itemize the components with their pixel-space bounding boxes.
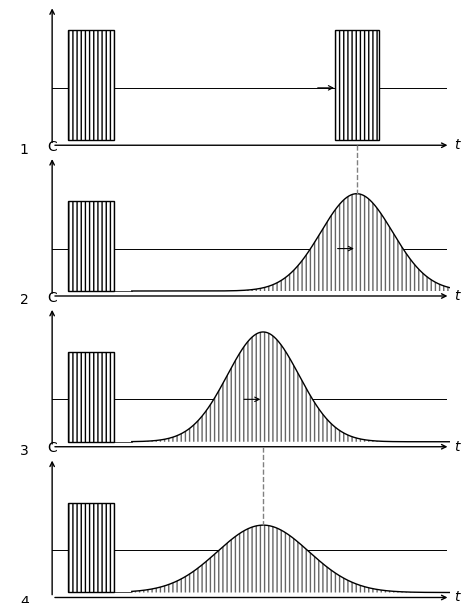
Bar <box>68 31 114 140</box>
Bar <box>68 201 114 291</box>
Text: t: t <box>454 289 460 303</box>
Text: C: C <box>47 0 57 3</box>
Text: t: t <box>454 590 460 603</box>
Text: C: C <box>47 441 57 455</box>
Text: C: C <box>47 140 57 154</box>
Bar <box>68 352 114 442</box>
Text: 3: 3 <box>20 444 28 458</box>
Text: t: t <box>454 138 460 152</box>
Bar <box>335 31 379 140</box>
Text: 2: 2 <box>20 294 28 308</box>
Bar <box>68 503 114 593</box>
Text: C: C <box>47 291 57 305</box>
Text: t: t <box>454 440 460 453</box>
Text: 4: 4 <box>20 595 28 603</box>
Text: 1: 1 <box>20 143 29 157</box>
